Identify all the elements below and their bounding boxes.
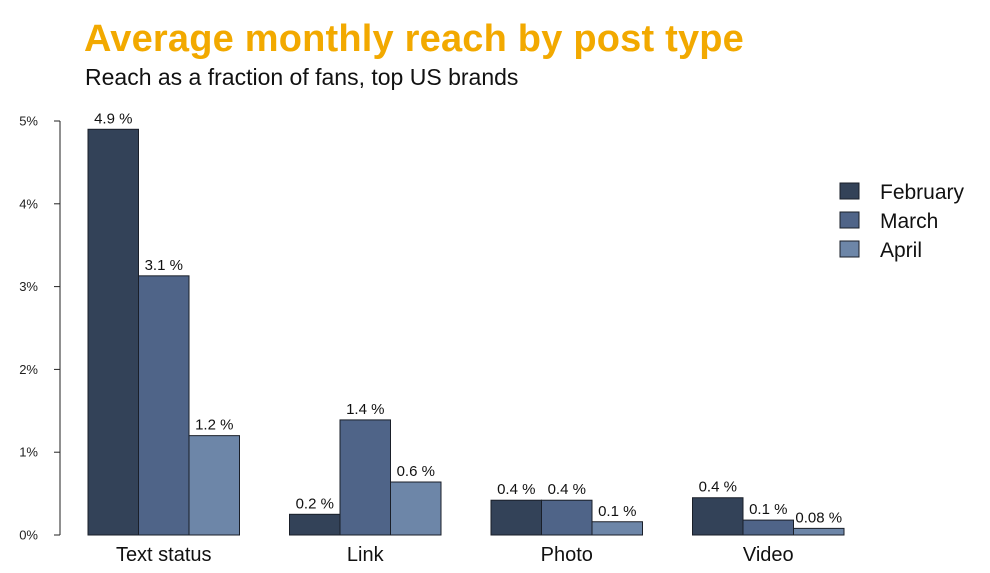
data-label: 0.2 % [296,495,334,512]
legend-swatch [839,182,860,200]
y-tick-label: 0% [19,528,38,543]
bar-february-video [692,497,744,536]
data-label: 1.4 % [346,401,384,418]
legend-label: March [880,210,938,233]
x-category-label: Link [347,544,385,566]
bar-march-link [339,419,391,536]
x-category-label: Video [743,544,794,566]
y-tick-label: 5% [19,114,38,129]
legend-swatch [839,211,860,229]
chart-subtitle: Reach as a fraction of fans, top US bran… [85,64,519,90]
legend-label: February [880,181,965,204]
bar-march-photo [541,499,593,536]
chart-title: Average monthly reach by post type [84,18,745,60]
bar-april-video [793,527,845,536]
data-label: 0.08 % [795,509,842,526]
data-label: 0.4 % [497,481,535,498]
y-tick-label: 3% [19,279,38,294]
legend-swatch [839,240,860,258]
y-tick-label: 1% [19,445,38,460]
bar-march-text-status [138,275,190,536]
bar-april-photo [591,521,643,536]
data-label: 1.2 % [195,417,233,434]
bar-april-text-status [188,435,240,536]
bar-february-link [289,513,341,536]
bar-february-text-status [87,128,139,536]
bar-march-video [742,519,794,536]
bar-april-link [390,481,442,536]
legend-label: April [880,239,922,262]
data-label: 0.1 % [749,501,787,518]
data-label: 0.4 % [699,479,737,496]
data-label: 4.9 % [94,110,132,127]
data-label: 0.1 % [598,503,636,520]
data-label: 3.1 % [145,257,183,274]
y-tick-label: 2% [19,362,38,377]
data-label: 0.4 % [548,481,586,498]
x-category-label: Photo [541,544,593,566]
y-tick-label: 4% [19,196,38,211]
bar-february-photo [490,499,542,536]
x-category-label: Text status [116,544,212,566]
data-label: 0.6 % [397,463,435,480]
